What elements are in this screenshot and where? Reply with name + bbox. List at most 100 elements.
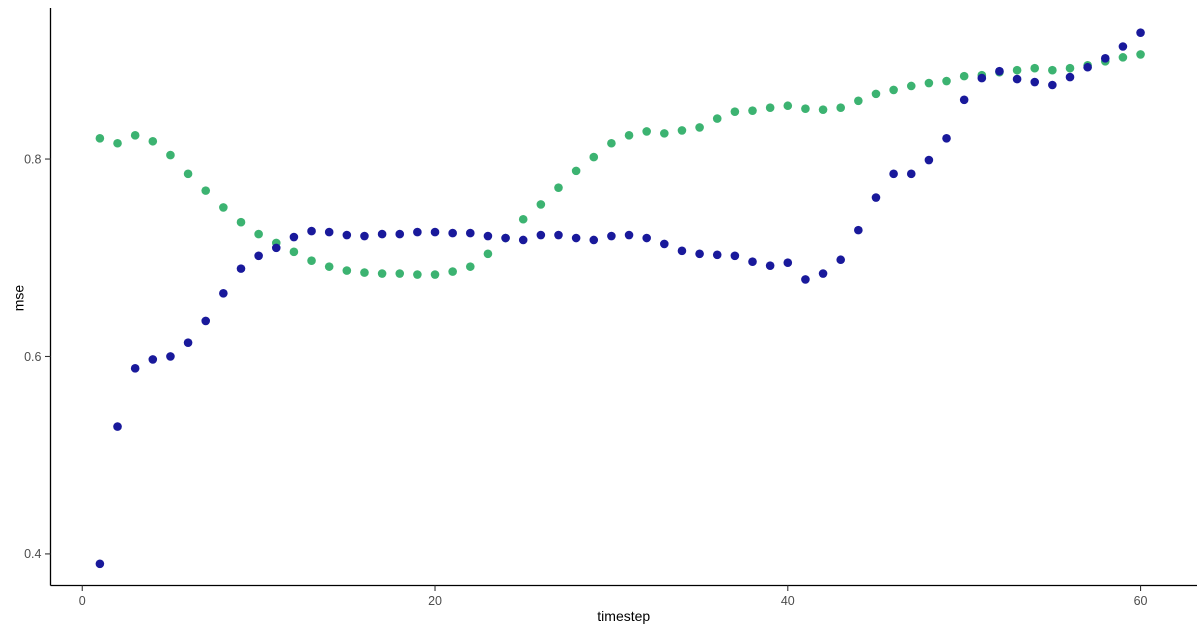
point-navy-series [942, 134, 951, 143]
point-green-series [1030, 63, 1040, 73]
point-navy-series [677, 246, 687, 256]
point-navy-series [271, 243, 281, 253]
point-green-series [377, 269, 387, 278]
point-green-series [360, 268, 369, 277]
point-green-series [942, 76, 951, 86]
point-navy-series [906, 169, 916, 179]
point-navy-series [801, 275, 810, 284]
point-navy-series [518, 235, 528, 245]
point-green-series [113, 138, 122, 148]
point-navy-series [836, 255, 846, 265]
point-green-series [448, 267, 457, 276]
point-green-series [836, 103, 846, 113]
point-green-series [801, 104, 810, 113]
point-green-series [1012, 65, 1022, 75]
point-navy-series [166, 352, 175, 361]
point-navy-series [413, 227, 422, 237]
point-navy-series [748, 257, 757, 267]
point-navy-series [360, 231, 369, 241]
point-green-series [924, 78, 934, 88]
point-navy-series [219, 288, 228, 298]
point-green-series [642, 127, 651, 136]
y-tick-label: 0.6 [24, 350, 41, 364]
point-navy-series [571, 233, 581, 243]
point-green-series [324, 262, 334, 271]
point-navy-series [536, 230, 546, 240]
point-navy-series [730, 251, 740, 261]
point-green-series [413, 270, 422, 279]
point-navy-series [642, 233, 651, 243]
point-navy-series [959, 95, 969, 105]
point-green-series [518, 214, 528, 224]
point-navy-series [1136, 28, 1145, 37]
point-green-series [783, 101, 793, 111]
point-navy-series [377, 229, 387, 239]
point-green-series [465, 262, 475, 271]
point-green-series [95, 134, 105, 143]
point-green-series [1136, 50, 1145, 59]
point-navy-series [1012, 74, 1022, 84]
point-green-series [201, 186, 211, 195]
point-navy-series [660, 239, 669, 249]
point-navy-series [501, 233, 510, 243]
point-navy-series [1030, 77, 1040, 87]
point-green-series [712, 114, 722, 123]
point-navy-series [889, 169, 898, 179]
x-tick-label: 20 [428, 594, 442, 608]
point-navy-series [1083, 62, 1092, 72]
point-green-series [695, 123, 704, 132]
y-axis-title: mse [10, 284, 27, 312]
point-navy-series [1118, 42, 1128, 51]
point-navy-series [1100, 54, 1110, 63]
point-navy-series [183, 338, 193, 347]
point-navy-series [695, 249, 704, 259]
point-green-series [854, 96, 863, 106]
point-navy-series [1048, 80, 1057, 90]
point-navy-series [783, 258, 793, 267]
point-green-series [660, 129, 669, 138]
point-green-series [395, 269, 405, 278]
point-navy-series [430, 227, 440, 237]
point-green-series [1118, 53, 1128, 62]
point-green-series [536, 200, 546, 209]
point-navy-series [254, 251, 263, 261]
point-green-series [677, 126, 687, 135]
y-tick-label: 0.8 [24, 152, 41, 166]
point-navy-series [871, 193, 881, 202]
point-navy-series [130, 364, 140, 373]
point-navy-series [465, 228, 475, 238]
point-green-series [959, 71, 969, 81]
point-green-series [166, 150, 175, 160]
point-green-series [219, 203, 228, 212]
point-green-series [430, 270, 440, 279]
point-green-series [1065, 63, 1075, 73]
x-axis-title: timestep [597, 608, 651, 624]
point-green-series [342, 266, 352, 275]
point-navy-series [589, 235, 599, 245]
point-green-series [871, 89, 881, 99]
point-navy-series [607, 231, 616, 241]
point-navy-series [324, 227, 334, 237]
point-navy-series [342, 230, 352, 240]
point-green-series [307, 256, 316, 266]
x-tick-label: 40 [781, 594, 795, 608]
point-green-series [906, 81, 916, 91]
point-green-series [130, 131, 140, 140]
point-green-series [730, 107, 740, 116]
point-navy-series [854, 225, 863, 235]
point-navy-series [977, 73, 987, 83]
point-navy-series [148, 355, 158, 364]
point-green-series [148, 136, 158, 146]
x-tick-label: 0 [79, 594, 86, 608]
point-navy-series [236, 264, 246, 273]
point-green-series [589, 152, 599, 162]
y-tick-label: 0.4 [24, 547, 41, 561]
point-navy-series [924, 155, 934, 165]
point-green-series [571, 166, 581, 176]
point-navy-series [395, 229, 405, 239]
point-navy-series [624, 230, 634, 240]
point-green-series [483, 249, 493, 259]
point-navy-series [483, 231, 493, 241]
